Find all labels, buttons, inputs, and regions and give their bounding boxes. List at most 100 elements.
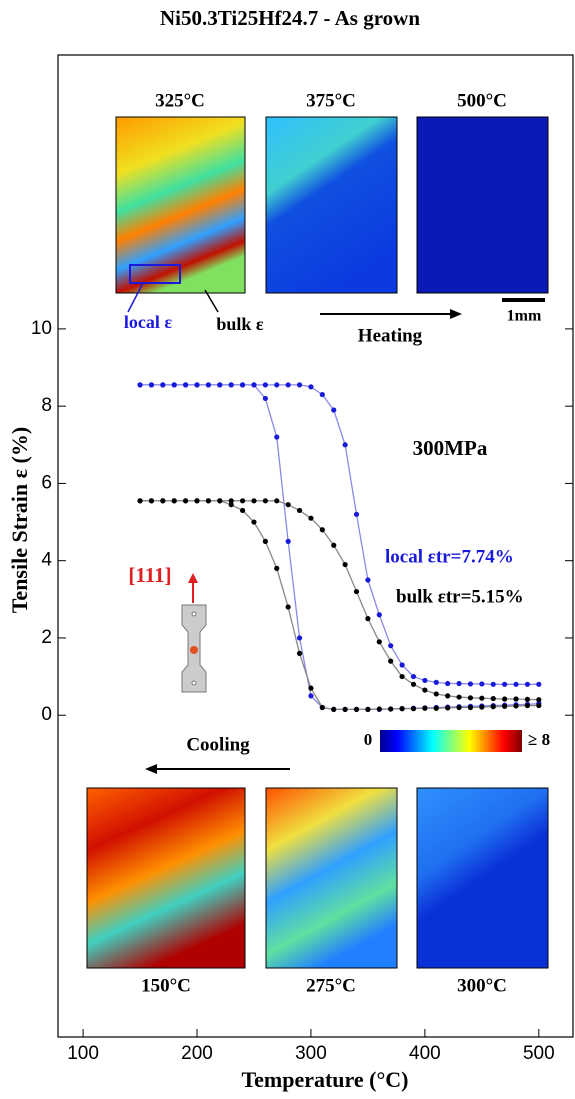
data-point <box>490 704 496 710</box>
data-point <box>296 382 303 388</box>
data-point <box>342 706 348 713</box>
data-point <box>285 382 291 388</box>
data-point <box>456 694 462 700</box>
data-point <box>148 498 155 504</box>
data-point <box>410 673 417 680</box>
data-point <box>262 395 268 402</box>
data-point <box>296 507 303 514</box>
x-axis-title: Temperature (°C) <box>241 1067 408 1092</box>
data-point <box>376 706 382 712</box>
data-point <box>445 680 451 687</box>
y-tick-label: 8 <box>41 395 52 416</box>
data-point <box>194 382 200 388</box>
colorbar-label: 0 <box>364 730 373 749</box>
x-tick-label: 400 <box>409 1043 441 1064</box>
strain-map <box>265 116 398 294</box>
chart-title: Ni50.3Ti25Hf24.7 - As grown <box>160 6 420 30</box>
data-point <box>137 382 143 388</box>
strain-maps <box>86 116 549 969</box>
data-point <box>228 502 234 508</box>
data-point <box>205 498 211 504</box>
data-point <box>376 612 382 618</box>
data-point <box>399 662 405 668</box>
x-tick-label: 500 <box>523 1043 555 1064</box>
data-point <box>365 706 371 713</box>
annotation: [111] <box>128 563 171 587</box>
map-label: 275°C <box>306 975 356 996</box>
arrow-head <box>450 309 462 319</box>
pointer <box>204 289 219 313</box>
data-point <box>422 705 428 711</box>
data-point <box>285 538 291 544</box>
annotation: bulk εtr=5.15% <box>396 586 524 607</box>
annotation: Cooling <box>186 734 250 755</box>
data-point <box>376 639 382 645</box>
data-point <box>524 696 531 702</box>
data-point <box>228 498 234 504</box>
data-point <box>319 391 325 398</box>
annotation: Heating <box>358 325 423 346</box>
data-point <box>388 643 394 649</box>
data-point <box>274 382 280 388</box>
data-point <box>479 704 485 710</box>
data-point <box>513 681 519 687</box>
data-point <box>433 691 439 697</box>
data-point <box>262 538 268 544</box>
data-point <box>399 706 405 712</box>
data-point <box>353 588 360 595</box>
data-point <box>331 542 337 548</box>
data-point <box>331 706 337 713</box>
y-tick-label: 10 <box>31 318 52 339</box>
data-point <box>251 382 257 388</box>
data-point <box>502 681 508 687</box>
map-label: 300°C <box>457 975 507 996</box>
data-point <box>479 695 485 701</box>
data-point <box>513 696 519 702</box>
data-point <box>536 681 542 687</box>
pointer <box>127 282 144 313</box>
data-point <box>319 527 325 533</box>
data-point <box>467 681 474 687</box>
data-point <box>433 679 439 685</box>
data-point <box>160 382 166 388</box>
data-point <box>353 511 360 517</box>
data-point <box>513 703 519 709</box>
data-point <box>502 703 508 709</box>
x-tick-label: 300 <box>295 1043 327 1064</box>
y-tick-label: 6 <box>41 472 52 493</box>
data-point <box>365 577 371 583</box>
annotation: local εtr=7.74% <box>385 546 514 567</box>
data-point <box>502 696 508 702</box>
data-point <box>171 382 177 388</box>
plot-frame <box>57 54 574 1038</box>
data-point <box>183 498 189 504</box>
data-point <box>388 658 394 664</box>
data-point <box>490 695 496 702</box>
data-point <box>285 604 291 610</box>
local-region <box>129 264 181 284</box>
annotation: bulk ε <box>216 314 264 334</box>
data-point <box>194 498 200 504</box>
data-point <box>239 507 246 514</box>
specimen <box>181 573 207 693</box>
data-point <box>217 382 223 388</box>
data-point <box>490 681 496 687</box>
data-point <box>422 687 428 693</box>
data-point <box>365 616 371 622</box>
data-point <box>274 434 280 440</box>
data-point <box>274 565 280 572</box>
data-point <box>410 681 417 687</box>
data-point <box>239 382 246 388</box>
annotation: local ε <box>124 312 172 332</box>
colorbar-label: ≥ 8 <box>528 730 550 749</box>
data-point <box>274 498 280 504</box>
data-point <box>296 635 303 641</box>
map-label: 500°C <box>457 90 507 111</box>
annotation: 300MPa <box>413 436 488 460</box>
map-label: 150°C <box>141 975 191 996</box>
data-point <box>445 705 451 711</box>
data-point <box>536 697 542 703</box>
y-tick-label: 4 <box>41 550 52 571</box>
data-point <box>445 693 451 699</box>
